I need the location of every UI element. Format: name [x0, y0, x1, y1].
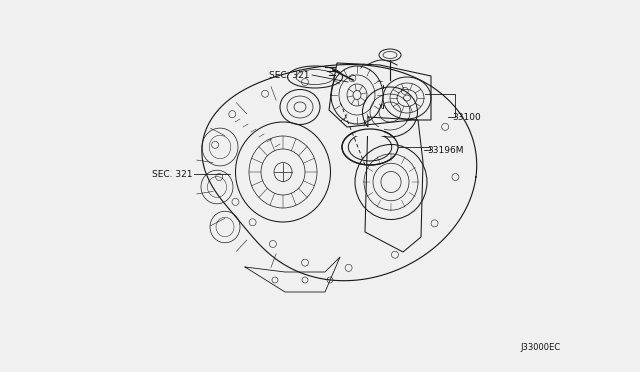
Text: SEC. 321: SEC. 321	[269, 71, 310, 80]
FancyBboxPatch shape	[356, 127, 384, 136]
Text: 33100: 33100	[452, 112, 481, 122]
Text: J33000EC: J33000EC	[520, 343, 560, 352]
Text: 33196M: 33196M	[427, 145, 463, 154]
Text: SEC. 321: SEC. 321	[152, 170, 192, 179]
